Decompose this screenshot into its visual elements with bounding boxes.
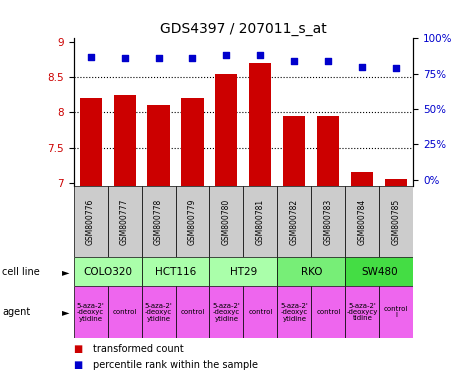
Bar	[181, 98, 203, 186]
Point	[256, 52, 264, 58]
Text: control: control	[248, 309, 273, 315]
Point	[392, 65, 400, 71]
Text: GSM800777: GSM800777	[120, 199, 129, 245]
Text: control
l: control l	[384, 306, 408, 318]
Bar	[277, 286, 311, 338]
Point	[359, 64, 366, 70]
Text: HT29: HT29	[230, 266, 257, 277]
Text: COLO320: COLO320	[83, 266, 132, 277]
Text: GSM800782: GSM800782	[290, 199, 299, 245]
Bar	[74, 186, 107, 257]
Bar	[345, 186, 379, 257]
Bar	[216, 74, 238, 186]
Text: 5-aza-2'
-deoxyc
ytidine: 5-aza-2' -deoxyc ytidine	[281, 303, 308, 321]
Text: 5-aza-2'
-deoxyc
ytidine: 5-aza-2' -deoxyc ytidine	[77, 303, 104, 321]
Bar	[148, 105, 170, 186]
Text: ►: ►	[62, 307, 69, 317]
Text: RKO: RKO	[301, 266, 322, 277]
Bar	[176, 186, 209, 257]
Bar	[385, 179, 407, 186]
Bar	[317, 116, 339, 186]
Text: agent: agent	[2, 307, 30, 317]
Text: GSM800785: GSM800785	[392, 199, 401, 245]
Bar	[243, 286, 277, 338]
Bar	[379, 186, 413, 257]
Bar	[284, 116, 305, 186]
Text: 5-aza-2'
-deoxycy
tidine: 5-aza-2' -deoxycy tidine	[347, 303, 378, 321]
Text: GSM800781: GSM800781	[256, 199, 265, 245]
Point	[189, 55, 196, 61]
Bar	[114, 95, 135, 186]
Bar	[277, 257, 345, 286]
Bar	[74, 257, 142, 286]
Point	[87, 54, 95, 60]
Bar	[209, 286, 243, 338]
Bar	[312, 286, 345, 338]
Text: GSM800778: GSM800778	[154, 199, 163, 245]
Text: GSM800783: GSM800783	[324, 199, 333, 245]
Bar	[312, 186, 345, 257]
Bar	[243, 186, 277, 257]
Bar	[142, 186, 176, 257]
Text: ■: ■	[74, 344, 83, 354]
Title: GDS4397 / 207011_s_at: GDS4397 / 207011_s_at	[160, 22, 327, 36]
Text: control: control	[316, 309, 341, 315]
Text: HCT116: HCT116	[155, 266, 196, 277]
Bar	[345, 257, 413, 286]
Text: ►: ►	[62, 266, 69, 277]
Point	[291, 58, 298, 64]
Bar	[74, 286, 107, 338]
Text: 5-aza-2'
-deoxyc
ytidine: 5-aza-2' -deoxyc ytidine	[145, 303, 172, 321]
Text: ■: ■	[74, 360, 83, 370]
Bar	[107, 186, 142, 257]
Point	[121, 55, 128, 61]
Point	[155, 55, 162, 61]
Bar	[107, 286, 142, 338]
Bar	[379, 286, 413, 338]
Text: 5-aza-2'
-deoxyc
ytidine: 5-aza-2' -deoxyc ytidine	[213, 303, 240, 321]
Text: control: control	[113, 309, 137, 315]
Point	[223, 52, 230, 58]
Bar	[142, 257, 209, 286]
Bar	[352, 172, 373, 186]
Text: percentile rank within the sample: percentile rank within the sample	[93, 360, 257, 370]
Text: control: control	[180, 309, 205, 315]
Text: transformed count: transformed count	[93, 344, 183, 354]
Text: GSM800779: GSM800779	[188, 199, 197, 245]
Bar	[80, 98, 102, 186]
Bar	[209, 257, 277, 286]
Bar	[209, 186, 243, 257]
Text: GSM800784: GSM800784	[358, 199, 367, 245]
Bar	[345, 286, 379, 338]
Text: SW480: SW480	[361, 266, 398, 277]
Bar	[249, 63, 271, 186]
Text: cell line: cell line	[2, 266, 40, 277]
Bar	[277, 186, 311, 257]
Text: GSM800780: GSM800780	[222, 199, 231, 245]
Text: GSM800776: GSM800776	[86, 199, 95, 245]
Point	[324, 58, 332, 64]
Bar	[142, 286, 176, 338]
Bar	[176, 286, 209, 338]
